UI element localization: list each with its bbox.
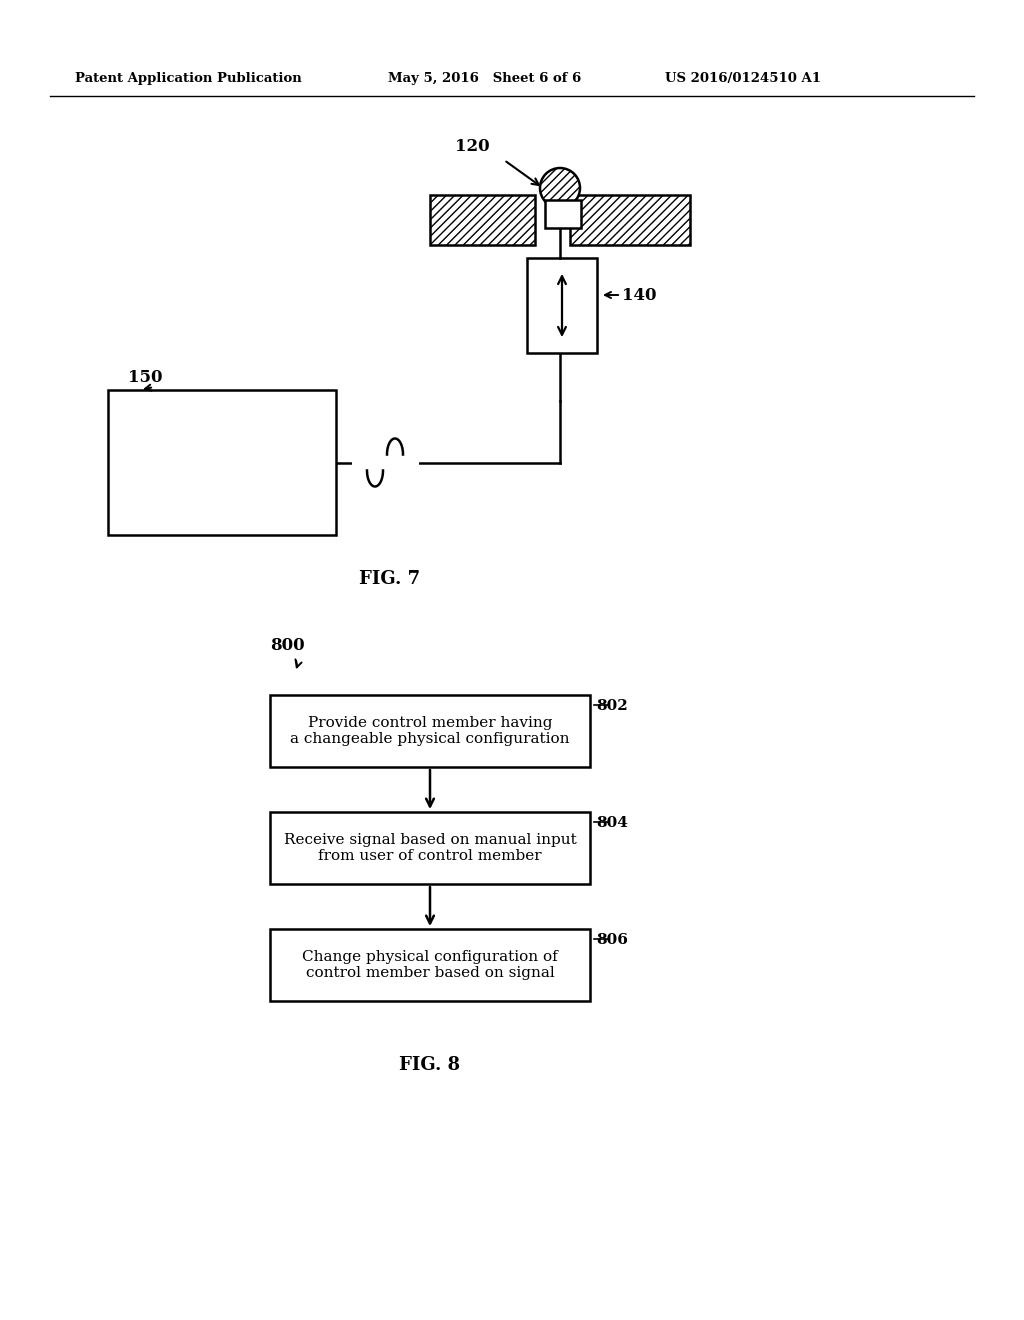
Text: Change physical configuration of
control member based on signal: Change physical configuration of control… <box>302 950 558 979</box>
Bar <box>527 257 597 352</box>
Text: 802: 802 <box>596 700 628 713</box>
Text: FIG. 7: FIG. 7 <box>359 570 421 587</box>
Bar <box>570 195 690 246</box>
Bar <box>108 389 336 535</box>
Text: 800: 800 <box>270 638 304 653</box>
Text: May 5, 2016   Sheet 6 of 6: May 5, 2016 Sheet 6 of 6 <box>388 73 582 84</box>
Bar <box>545 201 581 228</box>
Bar <box>270 696 590 767</box>
Text: Receive signal based on manual input
from user of control member: Receive signal based on manual input fro… <box>284 833 577 863</box>
Bar <box>270 812 590 884</box>
Text: 150: 150 <box>128 370 163 385</box>
Text: 120: 120 <box>456 139 490 154</box>
Text: Provide control member having
a changeable physical configuration: Provide control member having a changeab… <box>290 715 569 746</box>
Text: 806: 806 <box>596 933 628 946</box>
Text: 140: 140 <box>622 286 656 304</box>
Bar <box>430 195 535 246</box>
Circle shape <box>540 168 580 209</box>
Text: US 2016/0124510 A1: US 2016/0124510 A1 <box>665 73 821 84</box>
Text: FIG. 8: FIG. 8 <box>399 1056 461 1074</box>
Bar <box>270 929 590 1001</box>
Text: 804: 804 <box>596 816 628 830</box>
Text: Patent Application Publication: Patent Application Publication <box>75 73 302 84</box>
